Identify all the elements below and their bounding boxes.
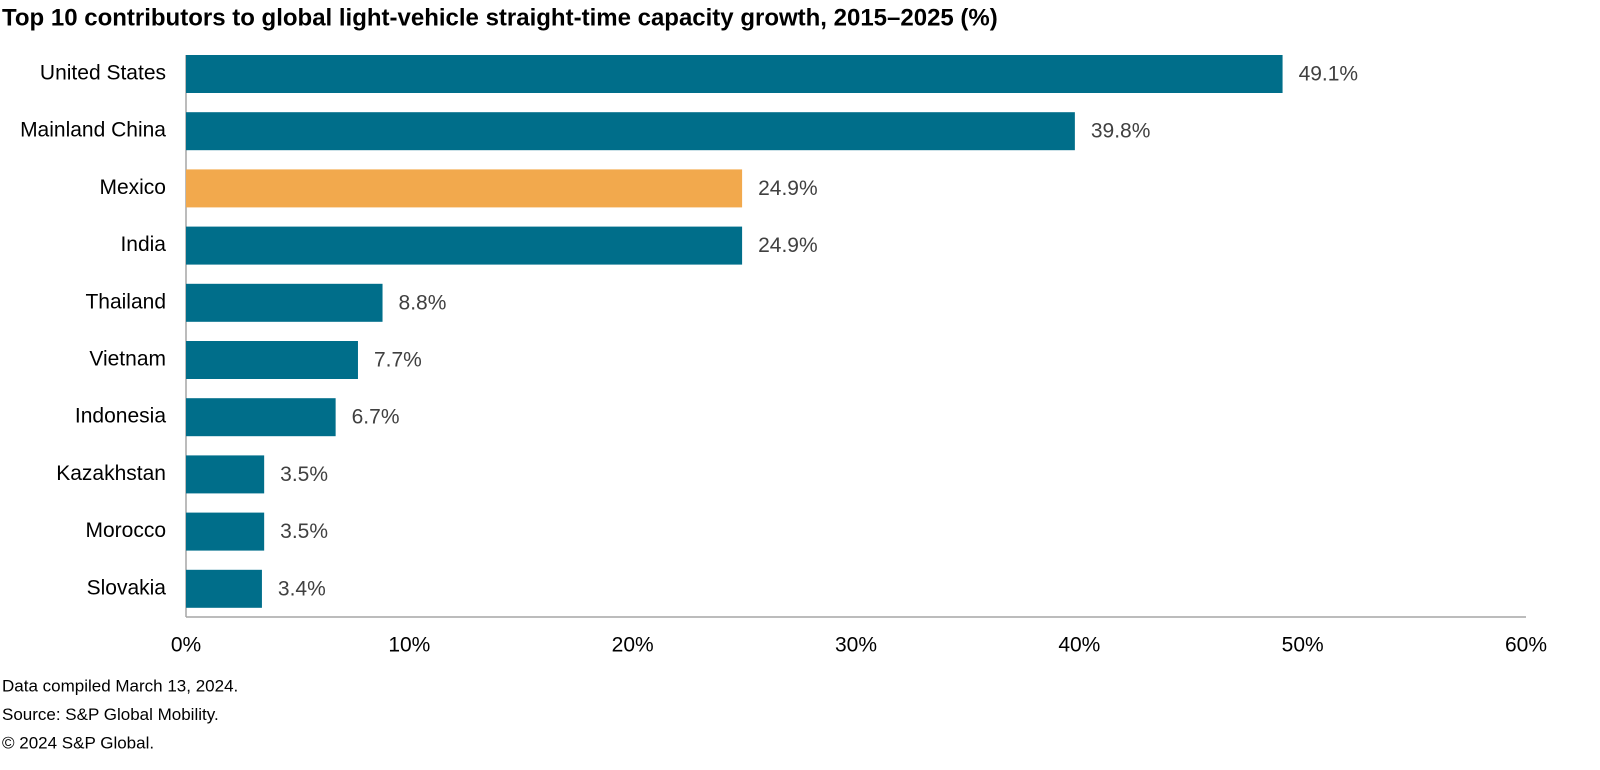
value-label: 8.8% — [399, 291, 447, 314]
x-tick-label: 10% — [388, 634, 430, 657]
value-label: 3.5% — [280, 520, 328, 543]
x-tick-label: 60% — [1505, 634, 1547, 657]
footnote: © 2024 S&P Global. — [2, 733, 154, 752]
bar — [186, 512, 265, 551]
footnote: Source: S&P Global Mobility. — [2, 705, 219, 724]
footnote: Data compiled March 13, 2024. — [2, 676, 238, 695]
value-label: 39.8% — [1091, 120, 1151, 143]
value-label: 24.9% — [758, 177, 818, 200]
bar — [186, 169, 743, 208]
bar — [186, 226, 743, 265]
category-label: Kazakhstan — [56, 462, 166, 485]
category-label: Slovakia — [87, 576, 167, 599]
category-label: Indonesia — [75, 405, 166, 428]
category-label: Morocco — [85, 519, 166, 542]
value-label: 3.4% — [278, 577, 326, 600]
value-label: 7.7% — [374, 349, 422, 372]
category-label: United States — [40, 62, 166, 85]
x-tick-label: 30% — [835, 634, 877, 657]
category-label: Mexico — [99, 176, 166, 199]
category-label: Vietnam — [89, 348, 166, 371]
category-label: Thailand — [85, 290, 166, 313]
x-tick-label: 0% — [171, 634, 201, 657]
bar — [186, 55, 1283, 93]
x-tick-label: 40% — [1058, 634, 1100, 657]
bar — [186, 569, 262, 608]
bar — [186, 398, 336, 437]
x-tick-label: 20% — [612, 634, 654, 657]
bar — [186, 112, 1075, 151]
value-label: 3.5% — [280, 463, 328, 486]
chart-title: Top 10 contributors to global light-vehi… — [2, 4, 998, 31]
category-label: India — [120, 233, 166, 256]
x-tick-label: 50% — [1282, 634, 1324, 657]
bar — [186, 283, 383, 322]
value-label: 6.7% — [352, 406, 400, 429]
category-label: Mainland China — [20, 119, 166, 142]
bar — [186, 341, 358, 379]
value-label: 24.9% — [758, 234, 818, 257]
bar — [186, 455, 265, 494]
value-label: 49.1% — [1299, 63, 1359, 86]
